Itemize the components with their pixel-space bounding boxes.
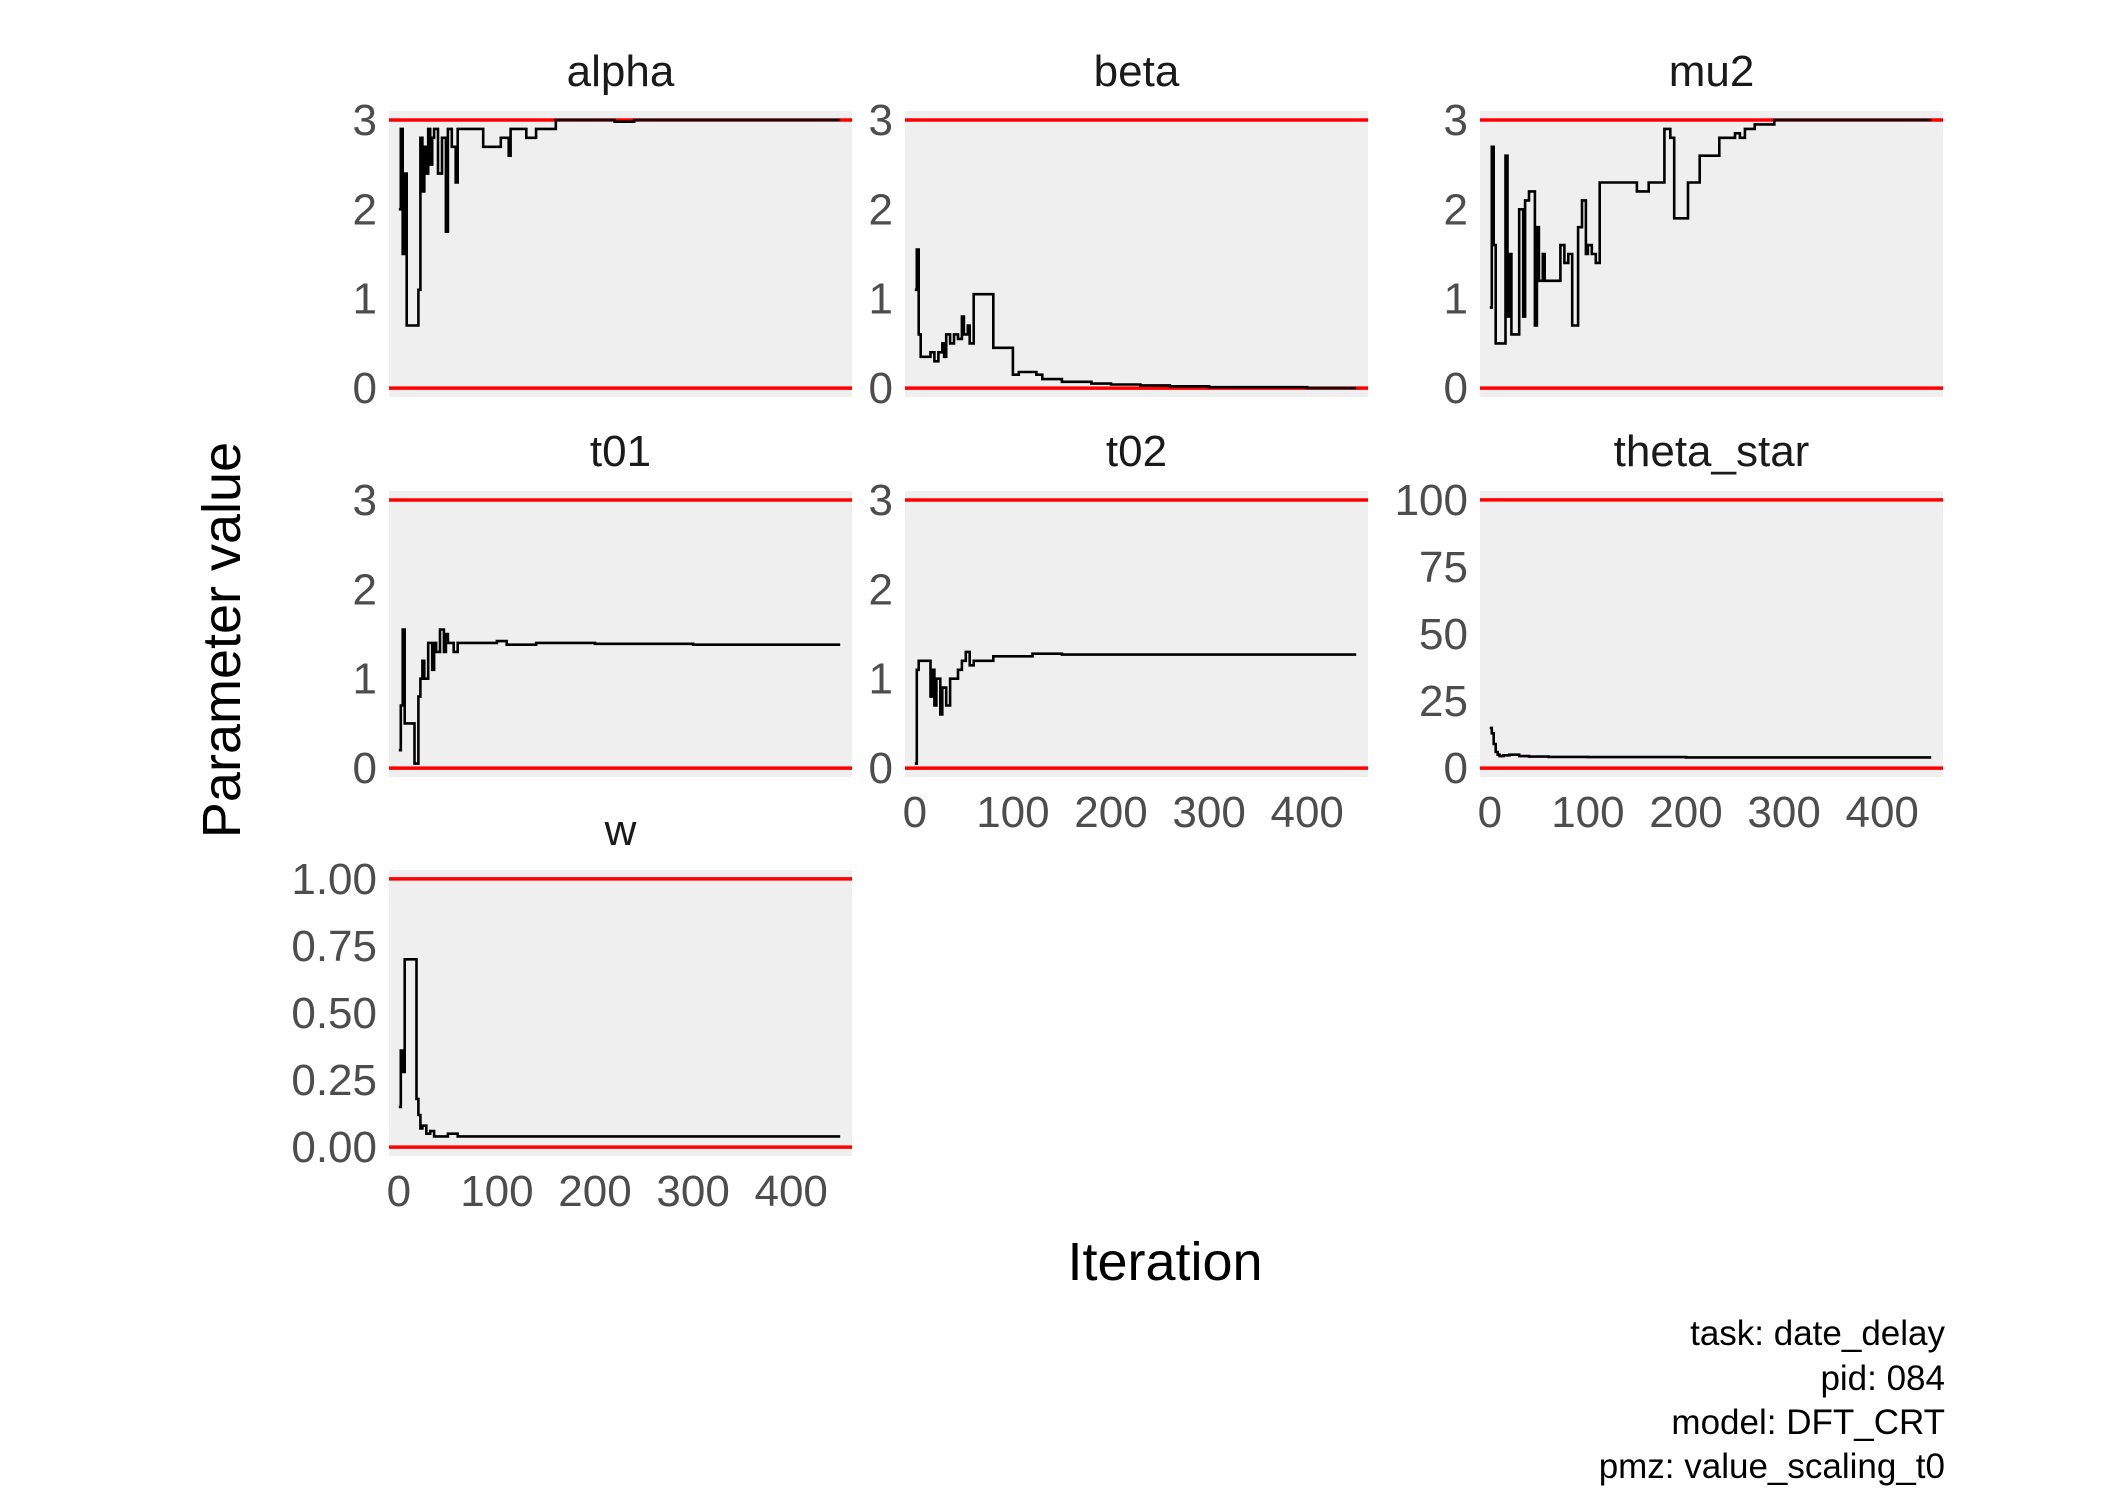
caption-pmz: pmz: value_scaling_t0 (1599, 1447, 1945, 1486)
y-tick-label: 3 (1444, 96, 1468, 145)
y-tick-label: 2 (1444, 185, 1468, 234)
panel-t02: t02 0 1 2 3 0 100 200 300 400 (869, 427, 1368, 837)
y-tick-label: 1 (353, 275, 377, 324)
panel-background (905, 491, 1368, 777)
y-tick-label: 0 (353, 364, 377, 413)
x-tick-label: 200 (558, 1167, 631, 1216)
caption-block: task: date_delay pid: 084 model: DFT_CRT… (1599, 1314, 1946, 1486)
trace-line (1489, 726, 1932, 759)
strip-label: w (604, 806, 637, 855)
y-tick-label: 2 (869, 185, 893, 234)
trace-line (914, 248, 1357, 390)
y-tick-label: 0 (1444, 744, 1468, 793)
x-tick-label: 400 (1270, 788, 1343, 837)
x-axis-title: Iteration (1067, 1232, 1262, 1292)
y-tick-label: 2 (353, 565, 377, 614)
x-tick-label: 0 (903, 788, 927, 837)
x-tick-label: 100 (976, 788, 1049, 837)
y-tick-label: 3 (869, 476, 893, 525)
panel-t01: t01 0 1 2 3 (353, 427, 852, 793)
y-tick-label: 3 (869, 96, 893, 145)
panel-alpha: alpha 0 1 2 3 (353, 47, 852, 413)
y-tick-label: 1.00 (291, 855, 377, 904)
x-tick-label: 400 (754, 1167, 827, 1216)
caption-model: model: DFT_CRT (1671, 1403, 1945, 1442)
x-tick-label: 100 (460, 1167, 533, 1216)
y-tick-label: 1 (869, 275, 893, 324)
strip-label: mu2 (1669, 47, 1755, 96)
y-tick-label: 3 (353, 476, 377, 525)
x-tick-label: 200 (1074, 788, 1147, 837)
x-tick-label: 0 (1478, 788, 1502, 837)
panel-background (905, 111, 1368, 397)
panel-background (389, 111, 852, 397)
y-tick-label: 0.25 (291, 1056, 377, 1105)
caption-pid: pid: 084 (1820, 1359, 1945, 1398)
strip-label: alpha (567, 47, 675, 96)
x-tick-label: 0 (387, 1167, 411, 1216)
panel-w: w 0.00 0.25 0.50 0.75 1.00 0 100 200 300 400 (291, 806, 852, 1216)
y-tick-label: 0 (1444, 364, 1468, 413)
trace-line (398, 118, 841, 327)
trace-line (398, 958, 841, 1138)
panel-mu2: mu2 0 1 2 3 (1444, 47, 1943, 413)
panel-background (1480, 111, 1943, 397)
y-tick-label: 0 (869, 744, 893, 793)
x-tick-label: 300 (656, 1167, 729, 1216)
panel-background (1480, 491, 1943, 777)
x-tick-label: 300 (1172, 788, 1245, 837)
y-tick-label: 3 (353, 96, 377, 145)
y-tick-label: 0.50 (291, 989, 377, 1038)
y-tick-label: 100 (1395, 476, 1468, 525)
y-tick-label: 25 (1419, 677, 1468, 726)
panel-background (389, 870, 852, 1156)
y-tick-label: 0 (869, 364, 893, 413)
y-tick-label: 0.00 (291, 1123, 377, 1172)
trace-line (398, 628, 841, 765)
x-tick-label: 300 (1747, 788, 1820, 837)
strip-label: t01 (590, 427, 651, 476)
y-tick-label: 0 (353, 744, 377, 793)
x-tick-label: 100 (1551, 788, 1624, 837)
y-tick-label: 0.75 (291, 922, 377, 971)
y-tick-label: 50 (1419, 610, 1468, 659)
y-tick-label: 1 (353, 655, 377, 704)
x-tick-label: 400 (1845, 788, 1918, 837)
y-tick-label: 75 (1419, 543, 1468, 592)
y-tick-label: 2 (353, 185, 377, 234)
y-axis-title: Parameter value (192, 442, 252, 838)
x-tick-label: 200 (1649, 788, 1722, 837)
panel-theta-star: theta_star 0 25 50 75 100 0 100 200 300 400 (1395, 427, 1943, 837)
y-tick-label: 1 (869, 655, 893, 704)
trace-line (914, 650, 1357, 765)
strip-label: t02 (1106, 427, 1167, 476)
panel-beta: beta 0 1 2 3 (869, 47, 1368, 413)
panel-background (389, 491, 852, 777)
y-tick-label: 1 (1444, 275, 1468, 324)
strip-label: beta (1094, 47, 1180, 96)
strip-label: theta_star (1614, 427, 1810, 476)
caption-task: task: date_delay (1690, 1314, 1945, 1353)
trace-line (1489, 118, 1932, 345)
y-tick-label: 2 (869, 565, 893, 614)
